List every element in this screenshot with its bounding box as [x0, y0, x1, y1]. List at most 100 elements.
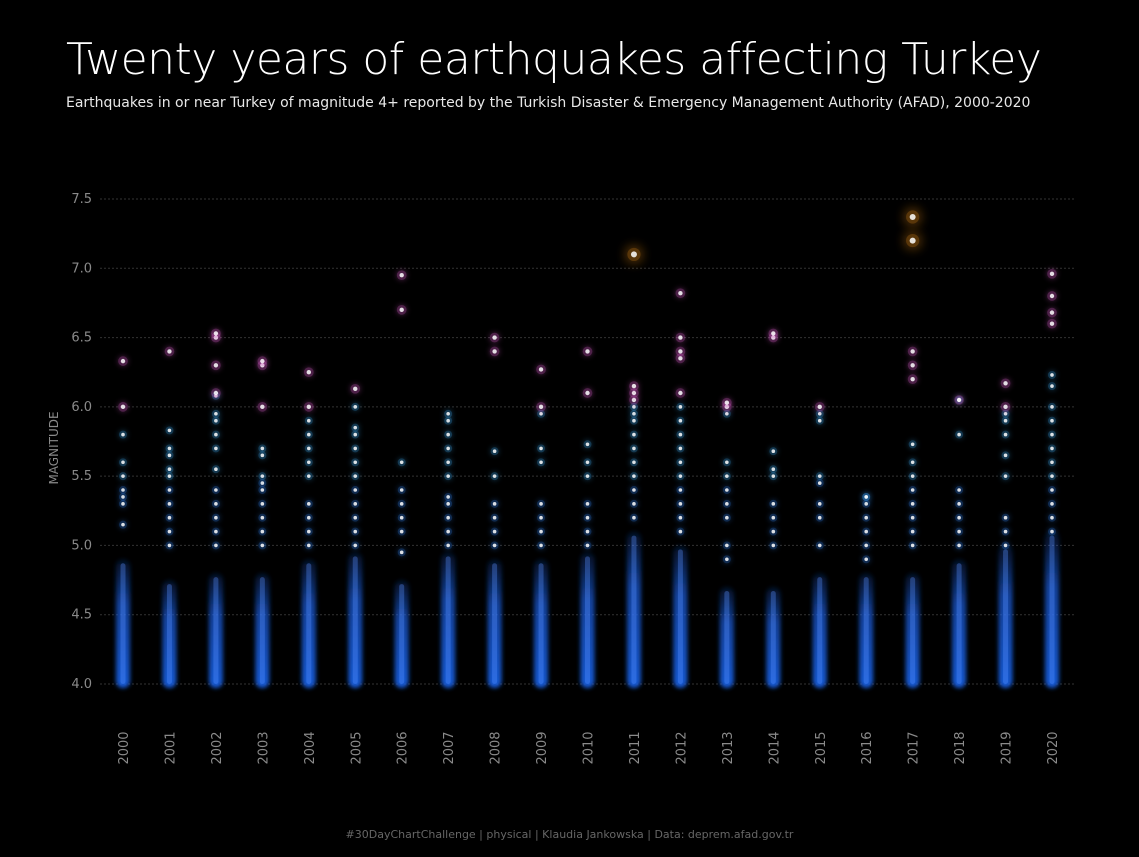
- data-point: [260, 358, 265, 364]
- data-point: [260, 502, 265, 506]
- data-point: [1050, 474, 1054, 478]
- data-point: [446, 446, 450, 451]
- x-tick-label: 2006: [396, 731, 411, 764]
- data-point: [864, 557, 868, 562]
- data-point: [539, 529, 543, 534]
- dense-band-core: [445, 556, 451, 684]
- data-point: [353, 405, 358, 409]
- dense-band: [116, 559, 130, 688]
- data-point: [585, 349, 590, 354]
- data-point: [725, 557, 729, 562]
- y-tick-label: 5.0: [71, 538, 92, 553]
- dense-band: [1045, 531, 1059, 688]
- data-point: [260, 488, 265, 492]
- data-point: [1050, 488, 1054, 492]
- data-point: [539, 460, 543, 465]
- data-point: [1003, 411, 1008, 416]
- x-tick-label: 2013: [721, 731, 736, 764]
- dense-band: [719, 587, 734, 688]
- x-tick-label: 2005: [349, 731, 364, 764]
- data-point: [399, 273, 404, 278]
- data-point: [817, 418, 822, 423]
- data-point: [771, 449, 776, 454]
- dense-band-core: [492, 563, 498, 684]
- dense-band-core: [399, 584, 405, 684]
- x-tick-label: 2019: [1000, 731, 1015, 764]
- data-points: [118, 210, 1057, 564]
- data-point: [213, 363, 219, 368]
- dense-band-core: [585, 556, 590, 684]
- data-point: [167, 529, 172, 534]
- data-point: [399, 515, 404, 520]
- data-point: [724, 400, 730, 405]
- data-point: [1003, 474, 1008, 478]
- data-point: [399, 488, 404, 492]
- dense-band-core: [817, 577, 823, 684]
- data-point: [1050, 460, 1054, 465]
- data-point: [1050, 502, 1054, 506]
- dense-band: [859, 573, 874, 688]
- data-point: [957, 432, 961, 437]
- data-point: [214, 529, 218, 534]
- data-point: [492, 543, 497, 548]
- data-point: [307, 418, 311, 423]
- data-point: [678, 502, 683, 506]
- data-point: [213, 390, 219, 396]
- y-tick-label: 4.5: [71, 608, 92, 623]
- data-point: [492, 335, 497, 340]
- data-point: [725, 515, 729, 520]
- dense-band: [348, 552, 363, 688]
- data-point: [446, 418, 450, 423]
- x-tick-label: 2018: [953, 731, 968, 764]
- data-point: [260, 404, 265, 410]
- data-point: [539, 502, 543, 506]
- data-point: [725, 411, 729, 416]
- dense-band: [255, 573, 270, 688]
- data-point: [121, 474, 125, 478]
- data-point: [1050, 529, 1054, 534]
- dense-band-core: [863, 577, 869, 684]
- data-point: [353, 425, 358, 430]
- data-point: [678, 390, 683, 396]
- data-point: [214, 467, 218, 472]
- dense-band: [441, 552, 456, 688]
- data-point: [214, 432, 218, 437]
- data-point: [399, 460, 404, 465]
- data-point: [167, 428, 172, 433]
- data-point: [817, 543, 822, 548]
- data-point: [260, 446, 265, 451]
- data-point: [1050, 432, 1054, 437]
- data-point: [910, 376, 915, 382]
- dense-band-core: [677, 549, 683, 684]
- x-tick-label: 2016: [860, 731, 875, 764]
- x-tick-label: 2020: [1046, 731, 1061, 764]
- dense-band-core: [910, 577, 916, 684]
- y-tick-label: 7.0: [71, 261, 92, 276]
- data-point: [167, 474, 172, 478]
- data-point: [1049, 321, 1055, 326]
- dense-band: [394, 580, 409, 688]
- data-point: [167, 453, 172, 458]
- dense-band-core: [213, 577, 219, 684]
- data-point: [910, 502, 915, 506]
- data-point: [771, 515, 776, 520]
- data-point: [678, 291, 683, 296]
- data-point: [307, 543, 311, 548]
- dense-band-core: [724, 591, 730, 684]
- data-point: [817, 404, 822, 410]
- data-point: [213, 331, 219, 336]
- data-point: [771, 474, 776, 478]
- x-tick-label: 2003: [256, 731, 271, 764]
- data-point: [957, 543, 961, 548]
- data-point: [121, 522, 125, 527]
- data-point: [632, 432, 636, 437]
- data-point: [446, 495, 450, 499]
- data-point: [353, 488, 358, 492]
- data-point: [957, 515, 961, 520]
- data-point: [260, 481, 265, 485]
- data-point: [167, 488, 172, 492]
- data-point: [353, 529, 358, 534]
- data-point: [910, 515, 915, 520]
- data-point: [910, 529, 915, 534]
- data-point: [307, 460, 311, 465]
